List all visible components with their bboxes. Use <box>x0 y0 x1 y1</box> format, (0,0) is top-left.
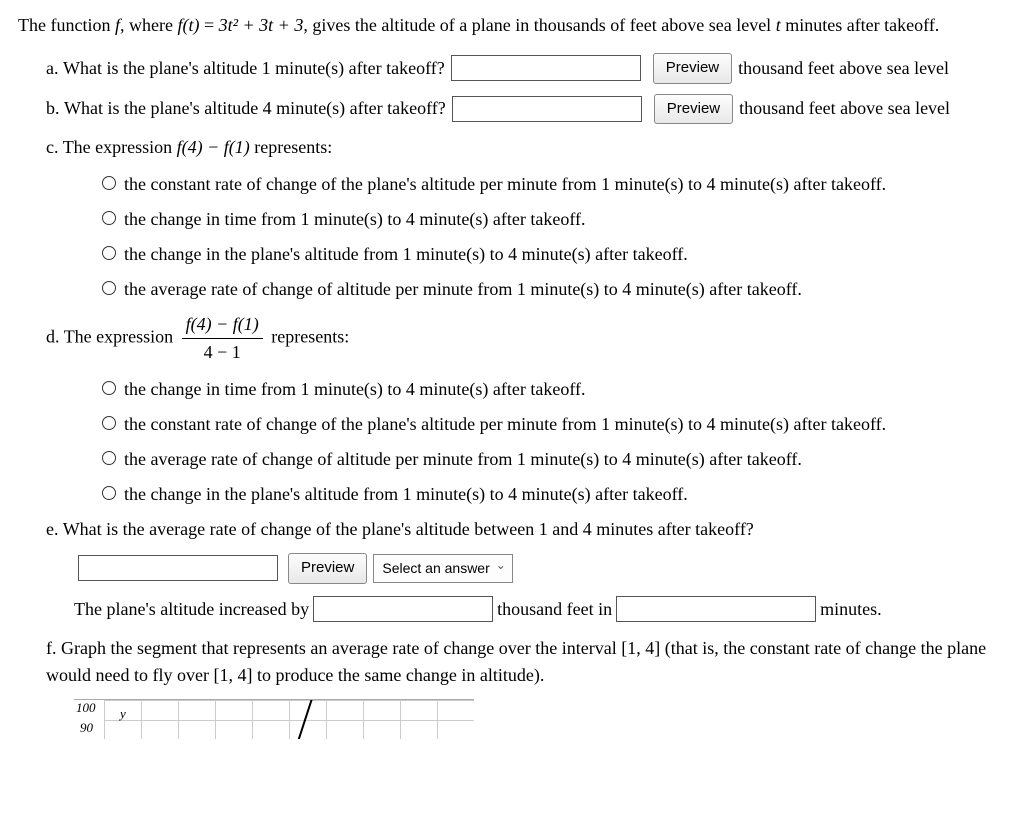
qd-option-1-text: the constant rate of change of the plane… <box>124 411 886 438</box>
qd-post: represents: <box>271 327 349 347</box>
qd-frac-num: f(4) − f(1) <box>182 311 263 339</box>
qa-trailing: thousand feet above sea level <box>738 55 949 82</box>
intro-where: , where <box>120 15 177 35</box>
qe-preview-button[interactable]: Preview <box>288 553 367 584</box>
qa-label: a. <box>46 55 59 82</box>
qc-option-3[interactable]: the average rate of change of altitude p… <box>102 276 1008 303</box>
qd-option-0[interactable]: the change in time from 1 minute(s) to 4… <box>102 376 1008 403</box>
qc-post: represents: <box>250 137 332 157</box>
qd-option-0-text: the change in time from 1 minute(s) to 4… <box>124 376 586 403</box>
qa-answer-input[interactable] <box>451 55 641 81</box>
qc-pre: The expression <box>63 137 177 157</box>
qe-text: What is the average rate of change of th… <box>63 519 754 539</box>
qf-yaxis-label: y <box>120 704 126 724</box>
question-e: e. What is the average rate of change of… <box>46 516 1008 543</box>
intro-suffix1: , gives the altitude of a plane in thous… <box>303 15 775 35</box>
qb-label: b. <box>46 95 60 122</box>
radio-icon[interactable] <box>102 246 116 260</box>
radio-icon[interactable] <box>102 416 116 430</box>
qb-answer-input[interactable] <box>452 96 642 122</box>
radio-icon[interactable] <box>102 281 116 295</box>
grid-icon <box>104 700 474 739</box>
eq-eq: = <box>199 15 218 35</box>
qc-options: the constant rate of change of the plane… <box>46 171 1008 303</box>
radio-icon[interactable] <box>102 176 116 190</box>
qd-option-3[interactable]: the change in the plane's altitude from … <box>102 481 1008 508</box>
eq-lhs: f(t) <box>177 15 199 35</box>
worksheet-page: The function f, where f(t) = 3t² + 3t + … <box>0 0 1026 830</box>
qc-option-2-text: the change in the plane's altitude from … <box>124 241 688 268</box>
qd-option-1[interactable]: the constant rate of change of the plane… <box>102 411 1008 438</box>
question-list: a. What is the plane's altitude 1 minute… <box>18 53 1008 739</box>
qc-expr: f(4) − f(1) <box>177 137 250 157</box>
qc-option-2[interactable]: the change in the plane's altitude from … <box>102 241 1008 268</box>
radio-icon[interactable] <box>102 451 116 465</box>
question-a: a. What is the plane's altitude 1 minute… <box>46 53 1008 84</box>
qf-ylabel-100: 100 <box>76 699 96 718</box>
radio-icon[interactable] <box>102 381 116 395</box>
question-c: c. The expression f(4) − f(1) represents… <box>46 134 1008 161</box>
qe-increase-input[interactable] <box>313 596 493 622</box>
intro-suffix2: minutes after takeoff. <box>781 15 940 35</box>
qd-option-2[interactable]: the average rate of change of altitude p… <box>102 446 1008 473</box>
qd-fraction: f(4) − f(1) 4 − 1 <box>182 311 263 366</box>
radio-icon[interactable] <box>102 211 116 225</box>
qd-frac-den: 4 − 1 <box>182 339 263 366</box>
qe-line2-post: minutes. <box>820 596 882 623</box>
qe-line2-pre: The plane's altitude increased by <box>74 596 309 623</box>
qa-text: What is the plane's altitude 1 minute(s)… <box>63 55 445 82</box>
qe-line2-mid: thousand feet in <box>497 596 612 623</box>
qc-label: c. <box>46 137 59 157</box>
qd-option-2-text: the average rate of change of altitude p… <box>124 446 802 473</box>
qf-text: Graph the segment that represents an ave… <box>46 638 986 685</box>
qe-sentence-row: The plane's altitude increased by thousa… <box>46 596 1008 623</box>
qb-text: What is the plane's altitude 4 minute(s)… <box>64 95 446 122</box>
qc-option-0-text: the constant rate of change of the plane… <box>124 171 886 198</box>
qe-units-select[interactable]: Select an answer <box>373 554 512 583</box>
qb-trailing: thousand feet above sea level <box>739 95 950 122</box>
qe-minutes-input[interactable] <box>616 596 816 622</box>
qe-label: e. <box>46 519 59 539</box>
question-f: f. Graph the segment that represents an … <box>46 635 1008 689</box>
eq-rhs: 3t² + 3t + 3 <box>219 15 304 35</box>
qc-option-0[interactable]: the constant rate of change of the plane… <box>102 171 1008 198</box>
qe-inputs-row: Preview Select an answer <box>46 553 1008 584</box>
question-b: b. What is the plane's altitude 4 minute… <box>46 94 1008 125</box>
qd-label: d. <box>46 327 60 347</box>
qc-option-3-text: the average rate of change of altitude p… <box>124 276 802 303</box>
qd-option-3-text: the change in the plane's altitude from … <box>124 481 688 508</box>
qd-pre: The expression <box>64 327 178 347</box>
question-d: d. The expression f(4) − f(1) 4 − 1 repr… <box>46 311 1008 366</box>
qe-answer-input[interactable] <box>78 555 278 581</box>
qf-ylabel-90: 90 <box>80 718 93 738</box>
radio-icon[interactable] <box>102 486 116 500</box>
qf-label: f. <box>46 638 57 658</box>
qa-preview-button[interactable]: Preview <box>653 53 732 84</box>
intro-text: The function <box>18 15 115 35</box>
qd-options: the change in time from 1 minute(s) to 4… <box>46 376 1008 508</box>
qc-option-1[interactable]: the change in time from 1 minute(s) to 4… <box>102 206 1008 233</box>
qc-option-1-text: the change in time from 1 minute(s) to 4… <box>124 206 586 233</box>
qf-graph[interactable]: 100 90 y <box>74 699 474 739</box>
problem-intro: The function f, where f(t) = 3t² + 3t + … <box>18 12 1008 39</box>
qb-preview-button[interactable]: Preview <box>654 94 733 125</box>
